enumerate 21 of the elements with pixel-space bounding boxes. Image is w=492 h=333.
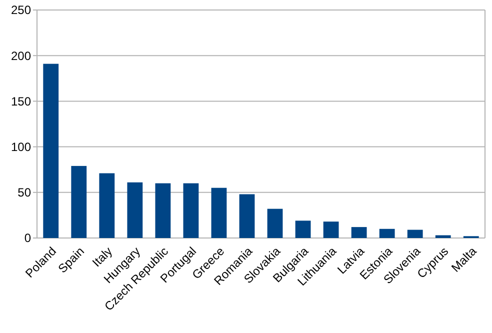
bar: [99, 173, 115, 238]
bar: [351, 227, 367, 238]
bar: [407, 230, 423, 238]
bar: [239, 194, 255, 238]
bar: [295, 220, 311, 238]
bar: [323, 222, 339, 238]
y-tick-label: 100: [10, 140, 32, 154]
bar: [211, 188, 227, 238]
y-tick-label: 250: [10, 3, 32, 18]
bar: [435, 235, 451, 238]
bar: [183, 183, 199, 238]
bar: [43, 64, 59, 238]
bar: [267, 208, 283, 238]
y-tick-label: 200: [10, 48, 32, 63]
y-tick-label: 0: [24, 231, 32, 246]
y-tick-label: 50: [18, 186, 32, 200]
bar: [127, 182, 143, 238]
y-tick-label: 150: [10, 94, 32, 108]
bar: [71, 166, 87, 238]
bar: [155, 183, 171, 238]
bar: [379, 228, 395, 238]
